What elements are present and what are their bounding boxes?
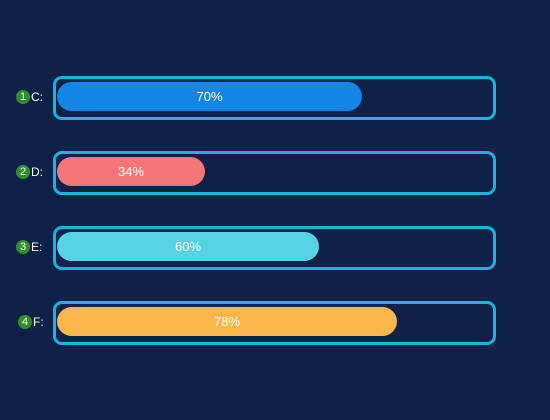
- usage-percent-label: 34%: [117, 164, 145, 179]
- drive-index-badge: 3: [16, 240, 30, 254]
- drive-label: C:: [31, 90, 43, 104]
- drive-index-badge: 2: [16, 165, 30, 179]
- drive-label: F:: [33, 315, 44, 329]
- usage-fill-bar: 34%: [57, 157, 205, 186]
- usage-track: 78%: [53, 301, 496, 345]
- usage-percent-label: 70%: [196, 89, 223, 104]
- drive-index-badge: 1: [16, 90, 30, 104]
- drive-label: E:: [31, 240, 43, 254]
- usage-track: 34%: [53, 151, 496, 195]
- usage-fill-bar: 60%: [57, 232, 319, 261]
- usage-fill-bar: 78%: [57, 307, 397, 336]
- drive-index-badge: 4: [18, 315, 32, 329]
- drive-row-d: 2 D: 34%: [0, 151, 550, 195]
- drive-label: D:: [31, 165, 43, 179]
- drive-row-f: 4 F: 78%: [0, 301, 550, 345]
- usage-track: 70%: [53, 76, 496, 120]
- usage-track: 60%: [53, 226, 496, 270]
- drive-row-c: 1 C: 70%: [0, 76, 550, 120]
- usage-percent-label: 60%: [174, 239, 202, 254]
- usage-fill-bar: 70%: [57, 82, 362, 111]
- usage-percent-label: 78%: [213, 314, 241, 329]
- drive-row-e: 3 E: 60%: [0, 226, 550, 270]
